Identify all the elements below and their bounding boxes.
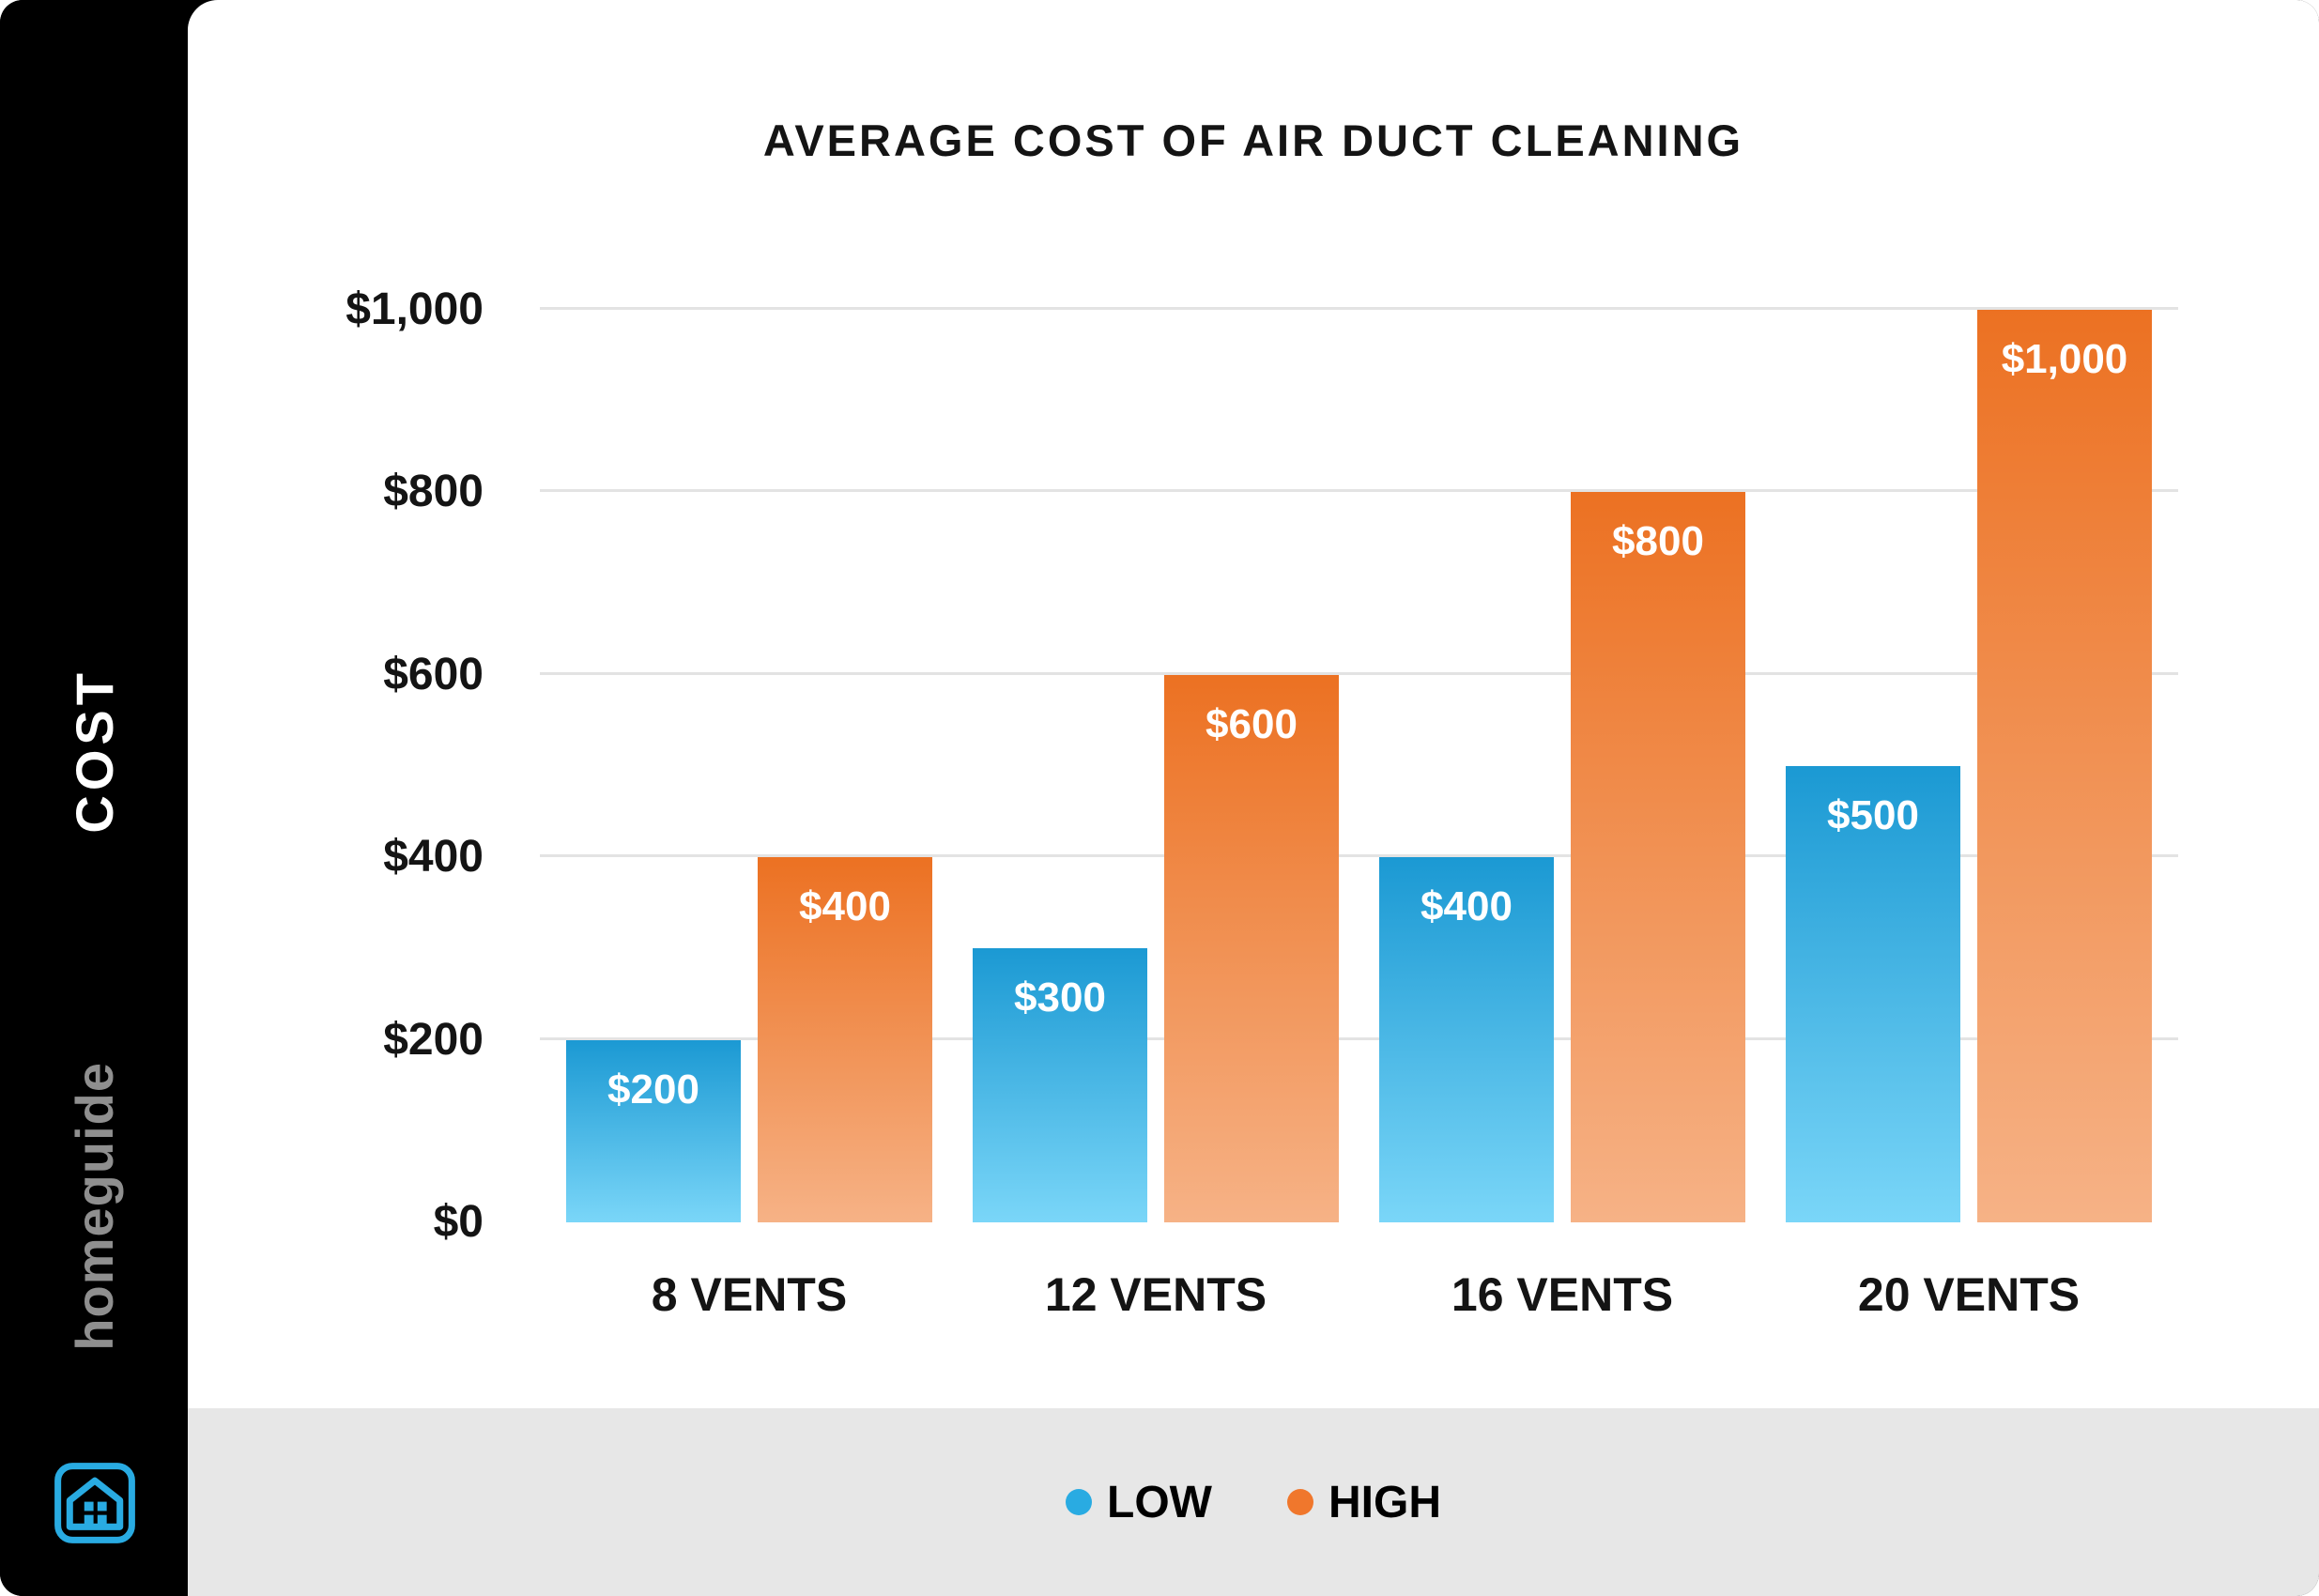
high-legend-dot: [1286, 1489, 1313, 1515]
bar-value-label: $400: [1421, 883, 1513, 930]
bar-high: $400: [758, 857, 932, 1222]
y-tick-label: $800: [383, 467, 484, 517]
bar-low: $400: [1379, 857, 1554, 1222]
y-tick-label: $0: [433, 1197, 484, 1247]
bar-value-label: $1,000: [2001, 336, 2128, 382]
y-axis-title-wrap: COST: [0, 582, 188, 920]
bar-high: $800: [1571, 492, 1745, 1222]
bar-value-label: $400: [799, 883, 891, 930]
legend-label-low: LOW: [1107, 1477, 1212, 1527]
legend-item-low: LOW: [1066, 1477, 1212, 1528]
bar-group: $500 $1,000 20 VENTS: [1786, 310, 2152, 1321]
plot-area: $0 $200 $400 $600 $800 $1,000 $200 $400 8 VENTS $…: [346, 284, 2178, 1321]
bar-low: $200: [566, 1039, 741, 1222]
bar-value-label: $300: [1014, 974, 1106, 1021]
legend: LOW HIGH: [188, 1408, 2319, 1596]
bar-value-label: $200: [607, 1066, 699, 1113]
sidebar: COST homeguide: [0, 0, 188, 1596]
x-axis-label: 20 VENTS: [1857, 1268, 2081, 1321]
low-legend-dot: [1066, 1489, 1093, 1515]
bar-low: $300: [973, 948, 1147, 1222]
bar-high: $600: [1164, 674, 1339, 1222]
brand-wrap: homeguide: [0, 1005, 188, 1408]
x-axis-label: 16 VENTS: [1451, 1268, 1674, 1321]
gridline: [540, 1036, 2178, 1040]
x-axis-label: 12 VENTS: [1044, 1268, 1267, 1321]
bar-value-label: $800: [1612, 518, 1704, 565]
gridline: [540, 307, 2178, 310]
gridline: [540, 854, 2178, 858]
gridline: [540, 489, 2178, 493]
brand-logo-text: homeguide: [64, 1062, 124, 1351]
legend-item-high: HIGH: [1286, 1477, 1441, 1528]
y-tick-label: $200: [383, 1014, 484, 1065]
bar-group: $200 $400 8 VENTS: [566, 310, 932, 1321]
house-icon: [54, 1463, 135, 1543]
legend-label-high: HIGH: [1328, 1477, 1441, 1527]
gridline: [540, 671, 2178, 675]
bar-group: $400 $800 16 VENTS: [1379, 310, 1745, 1321]
y-tick-label: $1,000: [346, 284, 484, 334]
bar-high: $1,000: [1977, 310, 2152, 1222]
bar-group: $300 $600 12 VENTS: [973, 310, 1339, 1321]
y-axis-title: COST: [64, 668, 124, 834]
x-axis-label: 8 VENTS: [651, 1268, 848, 1321]
y-tick-label: $600: [383, 649, 484, 699]
y-tick-label: $400: [383, 832, 484, 882]
chart-card: AVERAGE COST OF AIR DUCT CLEANING $0 $200…: [188, 0, 2319, 1408]
bar-value-label: $500: [1827, 792, 1919, 838]
bar-low: $500: [1786, 766, 1960, 1222]
bar-value-label: $600: [1206, 700, 1298, 747]
chart-title: AVERAGE COST OF AIR DUCT CLEANING: [762, 115, 1744, 165]
bar-groups: $200 $400 8 VENTS $300 $600 12 VENTS $400 $800 1…: [540, 310, 2178, 1321]
